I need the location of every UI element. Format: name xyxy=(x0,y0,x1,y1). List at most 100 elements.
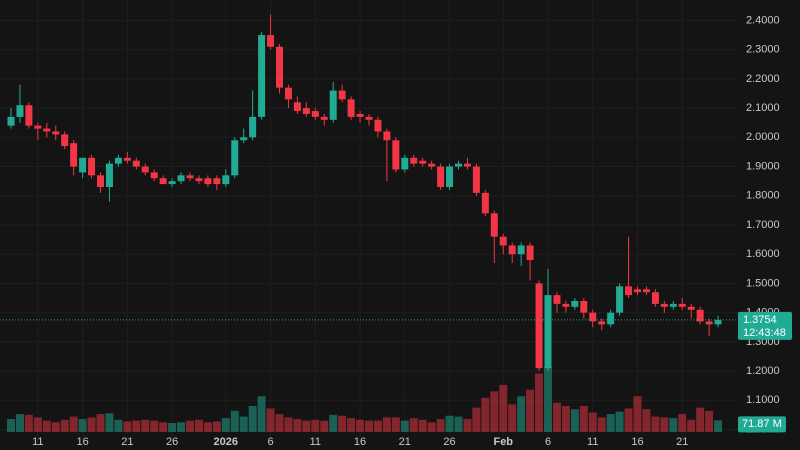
volume-bar xyxy=(42,420,51,432)
candle-body xyxy=(231,140,239,176)
candle-body xyxy=(598,321,606,325)
candle-body xyxy=(7,116,15,126)
volume-bar xyxy=(454,416,463,432)
volume-bar xyxy=(696,407,705,432)
volume-bar xyxy=(168,423,177,432)
x-tick-label: 26 xyxy=(443,436,455,448)
candle-body xyxy=(204,178,212,185)
volume-bar xyxy=(579,406,588,432)
price-tag xyxy=(738,311,792,340)
candle-body xyxy=(428,163,436,167)
candle-body xyxy=(437,166,445,188)
candle-body xyxy=(562,303,570,307)
candle-body xyxy=(240,137,248,141)
volume-bar xyxy=(150,420,159,432)
candle-body xyxy=(607,312,615,325)
volume-bar xyxy=(132,420,141,432)
candle-body xyxy=(589,312,597,322)
candle-body xyxy=(79,157,87,173)
candle-body xyxy=(455,163,462,167)
volume-bar xyxy=(302,420,311,432)
x-tick-label: 6 xyxy=(545,436,551,448)
candle-body xyxy=(365,116,373,120)
candle-body xyxy=(284,87,292,100)
candle-body xyxy=(34,125,42,129)
y-tick-label: 2.1000 xyxy=(746,102,780,114)
candle-body xyxy=(320,116,328,120)
candle-body xyxy=(356,113,364,117)
volume-bar xyxy=(615,411,624,432)
x-tick-label: 11 xyxy=(32,436,43,448)
candle-body xyxy=(571,300,579,307)
volume-bar xyxy=(481,397,490,432)
volume-bar xyxy=(60,419,69,432)
x-tick-label: 6 xyxy=(267,436,273,448)
volume-bar xyxy=(678,414,687,432)
candle-body xyxy=(25,105,33,126)
volume-label: 71.87 M xyxy=(742,418,782,430)
volume-bar xyxy=(499,384,508,432)
volume-bar xyxy=(275,414,284,432)
candle-body xyxy=(61,134,69,147)
volume-bar xyxy=(186,420,194,432)
volume-bar xyxy=(365,420,373,432)
candle-body xyxy=(302,108,310,114)
volume-bar xyxy=(687,419,696,432)
candle-body xyxy=(517,245,525,255)
candle-body xyxy=(634,289,641,293)
countdown-label: 12:43:48 xyxy=(743,327,786,339)
volume-bar xyxy=(400,420,409,432)
candle-body xyxy=(195,178,203,182)
volume-bar xyxy=(669,418,678,432)
volume-bar xyxy=(382,417,391,432)
volume-bar xyxy=(230,410,239,432)
volume-bar xyxy=(24,414,33,432)
volume-bar xyxy=(78,419,87,432)
candle-body xyxy=(132,160,140,167)
volume-bar xyxy=(409,418,418,432)
y-tick-label: 1.1000 xyxy=(746,394,780,406)
volume-bar xyxy=(212,421,221,432)
volume-bar xyxy=(356,419,365,432)
candle-body xyxy=(463,163,471,167)
x-tick-label: 21 xyxy=(676,436,688,448)
volume-bar xyxy=(177,422,186,432)
x-tick-label: 21 xyxy=(121,436,133,448)
candle-body xyxy=(213,178,221,185)
volume-bar xyxy=(266,408,275,432)
volume-bar xyxy=(570,409,579,432)
candle-body xyxy=(374,119,382,132)
volume-bar xyxy=(544,367,552,432)
x-tick-label: Feb xyxy=(493,436,513,448)
candle-body xyxy=(472,166,480,193)
candle-body xyxy=(267,35,275,47)
last-price-label: 1.3754 xyxy=(743,314,777,326)
volume-bar xyxy=(105,413,114,432)
candle-body xyxy=(499,236,507,246)
candle-body xyxy=(123,157,131,161)
x-tick-label: 16 xyxy=(354,436,366,448)
volume-bar xyxy=(427,422,436,432)
volume-bar xyxy=(248,406,257,432)
volume-bar xyxy=(705,410,714,432)
candle-body xyxy=(580,300,588,313)
volume-bar xyxy=(141,419,150,432)
volume-bar xyxy=(714,420,723,432)
candle-body xyxy=(105,163,113,188)
volume-bar xyxy=(311,419,320,432)
candle-body xyxy=(347,99,355,117)
candle-body xyxy=(168,181,176,185)
volume-bar xyxy=(517,396,526,432)
volume-bar xyxy=(472,407,481,432)
volume-tag xyxy=(738,416,786,433)
volume-bar xyxy=(391,417,400,432)
candle-body xyxy=(553,295,561,304)
volume-bar xyxy=(373,420,382,432)
candle-body xyxy=(383,131,391,141)
candle-body xyxy=(186,175,194,179)
volume-bar xyxy=(87,417,96,432)
candle-body xyxy=(481,192,489,214)
volume-bar xyxy=(561,406,570,432)
candle-body xyxy=(714,319,722,325)
